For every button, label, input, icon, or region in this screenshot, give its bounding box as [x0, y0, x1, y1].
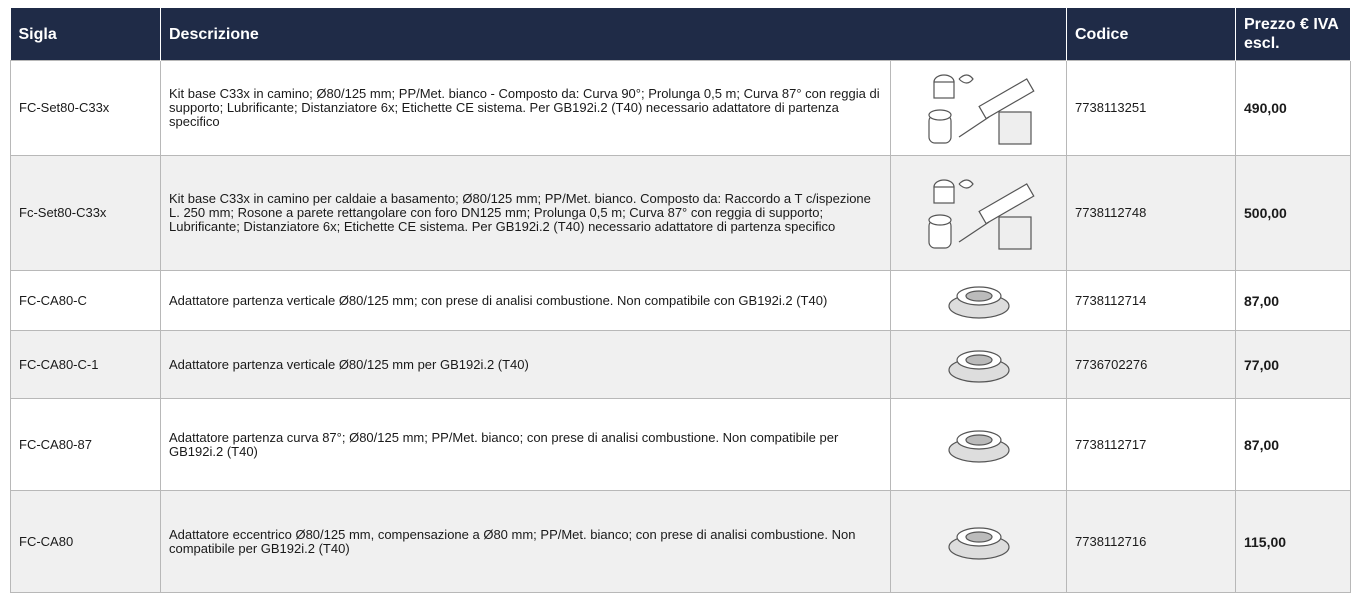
column-header: Codice	[1066, 8, 1236, 61]
table-row: FC-Set80-C33x Kit base C33x in camino; Ø8…	[10, 60, 1351, 156]
product-image	[947, 350, 1010, 383]
code-cell: 7738112716	[1066, 490, 1236, 593]
price-cell: 490,00	[1235, 60, 1351, 156]
description-cell: Adattatore partenza verticale Ø80/125 mm…	[160, 270, 891, 331]
product-image	[947, 430, 1010, 463]
description-cell: Adattatore partenza verticale Ø80/125 mm…	[160, 330, 891, 399]
image-cell	[890, 490, 1067, 593]
description-cell: Adattatore partenza curva 87°; Ø80/125 m…	[160, 398, 891, 491]
description-cell: Adattatore eccentrico Ø80/125 mm, compen…	[160, 490, 891, 593]
image-cell	[890, 155, 1067, 271]
table-row: FC-CA80-87 Adattatore partenza curva 87°;…	[10, 398, 1351, 491]
code-cell: 7738112717	[1066, 398, 1236, 491]
product-image	[947, 527, 1010, 560]
price-cell: 77,00	[1235, 330, 1351, 399]
header-row: Sigla Descrizione Codice Prezzo € IVA es…	[10, 8, 1351, 61]
column-header: Sigla	[10, 8, 161, 61]
sigla-cell: FC-Set80-C33x	[10, 60, 161, 156]
table-row: FC-CA80 Adattatore eccentrico Ø80/125 mm,…	[10, 490, 1351, 593]
image-cell	[890, 330, 1067, 399]
price-cell: 87,00	[1235, 398, 1351, 491]
code-cell: 7736702276	[1066, 330, 1236, 399]
product-image	[927, 73, 1035, 145]
code-cell: 7738112714	[1066, 270, 1236, 331]
column-header: Descrizione	[160, 8, 1067, 61]
price-cell: 500,00	[1235, 155, 1351, 271]
image-cell	[890, 60, 1067, 156]
sigla-cell: Fc-Set80-C33x	[10, 155, 161, 271]
column-header: Prezzo € IVA escl.	[1235, 8, 1351, 61]
price-table: Sigla Descrizione Codice Prezzo € IVA es…	[10, 8, 1351, 593]
code-cell: 7738113251	[1066, 60, 1236, 156]
sigla-cell: FC-CA80-C	[10, 270, 161, 331]
table-row: FC-CA80-C-1 Adattatore partenza verticale…	[10, 330, 1351, 399]
description-cell: Kit base C33x in camino per caldaie a ba…	[160, 155, 891, 271]
sigla-cell: FC-CA80-C-1	[10, 330, 161, 399]
product-image	[927, 178, 1035, 250]
price-cell: 115,00	[1235, 490, 1351, 593]
price-cell: 87,00	[1235, 270, 1351, 331]
image-cell	[890, 270, 1067, 331]
table-body: FC-Set80-C33x Kit base C33x in camino; Ø8…	[10, 60, 1351, 593]
sigla-cell: FC-CA80-87	[10, 398, 161, 491]
image-cell	[890, 398, 1067, 491]
table-row: FC-CA80-C Adattatore partenza verticale Ø…	[10, 270, 1351, 331]
sigla-cell: FC-CA80	[10, 490, 161, 593]
description-cell: Kit base C33x in camino; Ø80/125 mm; PP/…	[160, 60, 891, 156]
code-cell: 7738112748	[1066, 155, 1236, 271]
table-row: Fc-Set80-C33x Kit base C33x in camino per…	[10, 155, 1351, 271]
product-image	[947, 286, 1010, 319]
